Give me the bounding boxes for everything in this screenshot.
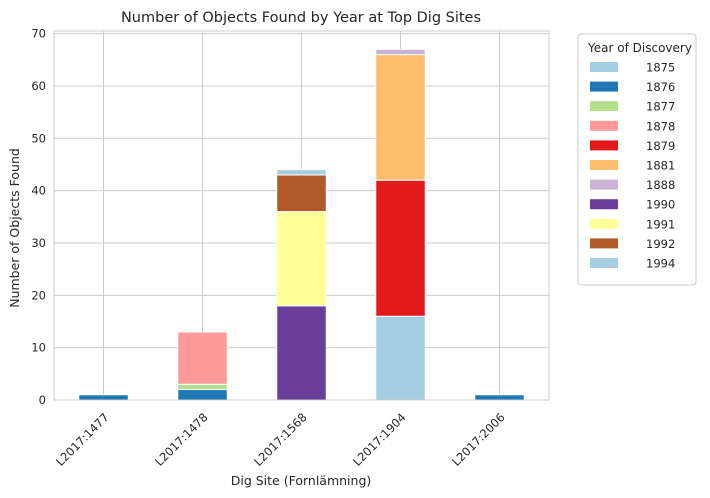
bar-segment <box>177 383 228 391</box>
x-tick-label: L2017:1478 <box>152 410 211 469</box>
legend-swatch <box>590 179 618 190</box>
bar-segment <box>177 331 228 385</box>
legend-swatch <box>590 218 618 229</box>
legend: Year of Discovery 1875187618771878187918… <box>577 33 697 286</box>
legend-items: 1875 1876 1877 1878 1879 1881 1888 1990 1991 1992… <box>590 61 675 271</box>
legend-label: 1876 <box>646 80 675 94</box>
y-tick-label: 10 <box>31 341 46 355</box>
legend-label: 1881 <box>646 159 675 173</box>
legend-label: 1879 <box>646 139 675 153</box>
legend-swatch <box>590 238 618 249</box>
x-axis-label: Dig Site (Fornlämning) <box>231 473 372 488</box>
y-tick-label: 40 <box>31 184 46 198</box>
legend-swatch <box>590 62 618 72</box>
bar-segment <box>177 389 228 401</box>
legend-label: 1878 <box>646 119 675 133</box>
bar-segment <box>78 394 129 401</box>
bar-segment <box>375 48 426 56</box>
y-tick-label: 0 <box>39 393 46 407</box>
x-axis-ticks: L2017:1477 L2017:1478 L2017:1568 L2017:1904… <box>53 410 508 469</box>
legend-swatch <box>590 160 618 170</box>
x-tick-label: L2017:1477 <box>53 410 112 469</box>
y-tick-label: 20 <box>31 288 46 302</box>
plot-frame <box>53 30 550 401</box>
bar-segment <box>276 169 327 176</box>
legend-swatch <box>590 140 618 151</box>
y-tick-label: 60 <box>31 79 46 93</box>
legend-swatch <box>590 258 618 268</box>
x-tick-label: L2017:2006 <box>449 410 508 469</box>
bar-segment <box>375 54 426 181</box>
legend-label: 1991 <box>646 217 675 231</box>
legend-label: 1875 <box>646 61 675 75</box>
legend-label: 1992 <box>646 237 675 251</box>
legend-title: Year of Discovery <box>587 41 692 55</box>
y-tick-label: 30 <box>31 236 46 250</box>
y-axis-ticks: 0 10 20 30 40 50 60 70 <box>31 27 46 407</box>
bar-segment <box>276 305 327 401</box>
y-tick-label: 70 <box>31 27 46 41</box>
legend-swatch <box>590 120 618 131</box>
bar-segment <box>375 315 426 401</box>
bar-segment <box>474 394 525 401</box>
legend-label: 1990 <box>646 198 675 212</box>
bar-segment <box>276 174 327 213</box>
x-tick-label: L2017:1568 <box>251 410 310 469</box>
legend-label: 1877 <box>646 100 675 114</box>
legend-swatch <box>590 101 618 112</box>
bars <box>78 48 525 401</box>
legend-swatch <box>590 81 618 92</box>
bar-segment <box>375 179 426 317</box>
legend-swatch <box>590 199 618 210</box>
y-tick-label: 50 <box>31 131 46 145</box>
y-axis-label: Number of Objects Found <box>7 148 22 308</box>
x-tick-label: L2017:1904 <box>350 410 409 469</box>
legend-label: 1888 <box>646 178 675 192</box>
bar-segment <box>276 211 327 307</box>
chart-title: Number of Objects Found by Year at Top D… <box>121 10 481 26</box>
legend-label: 1994 <box>646 257 675 271</box>
